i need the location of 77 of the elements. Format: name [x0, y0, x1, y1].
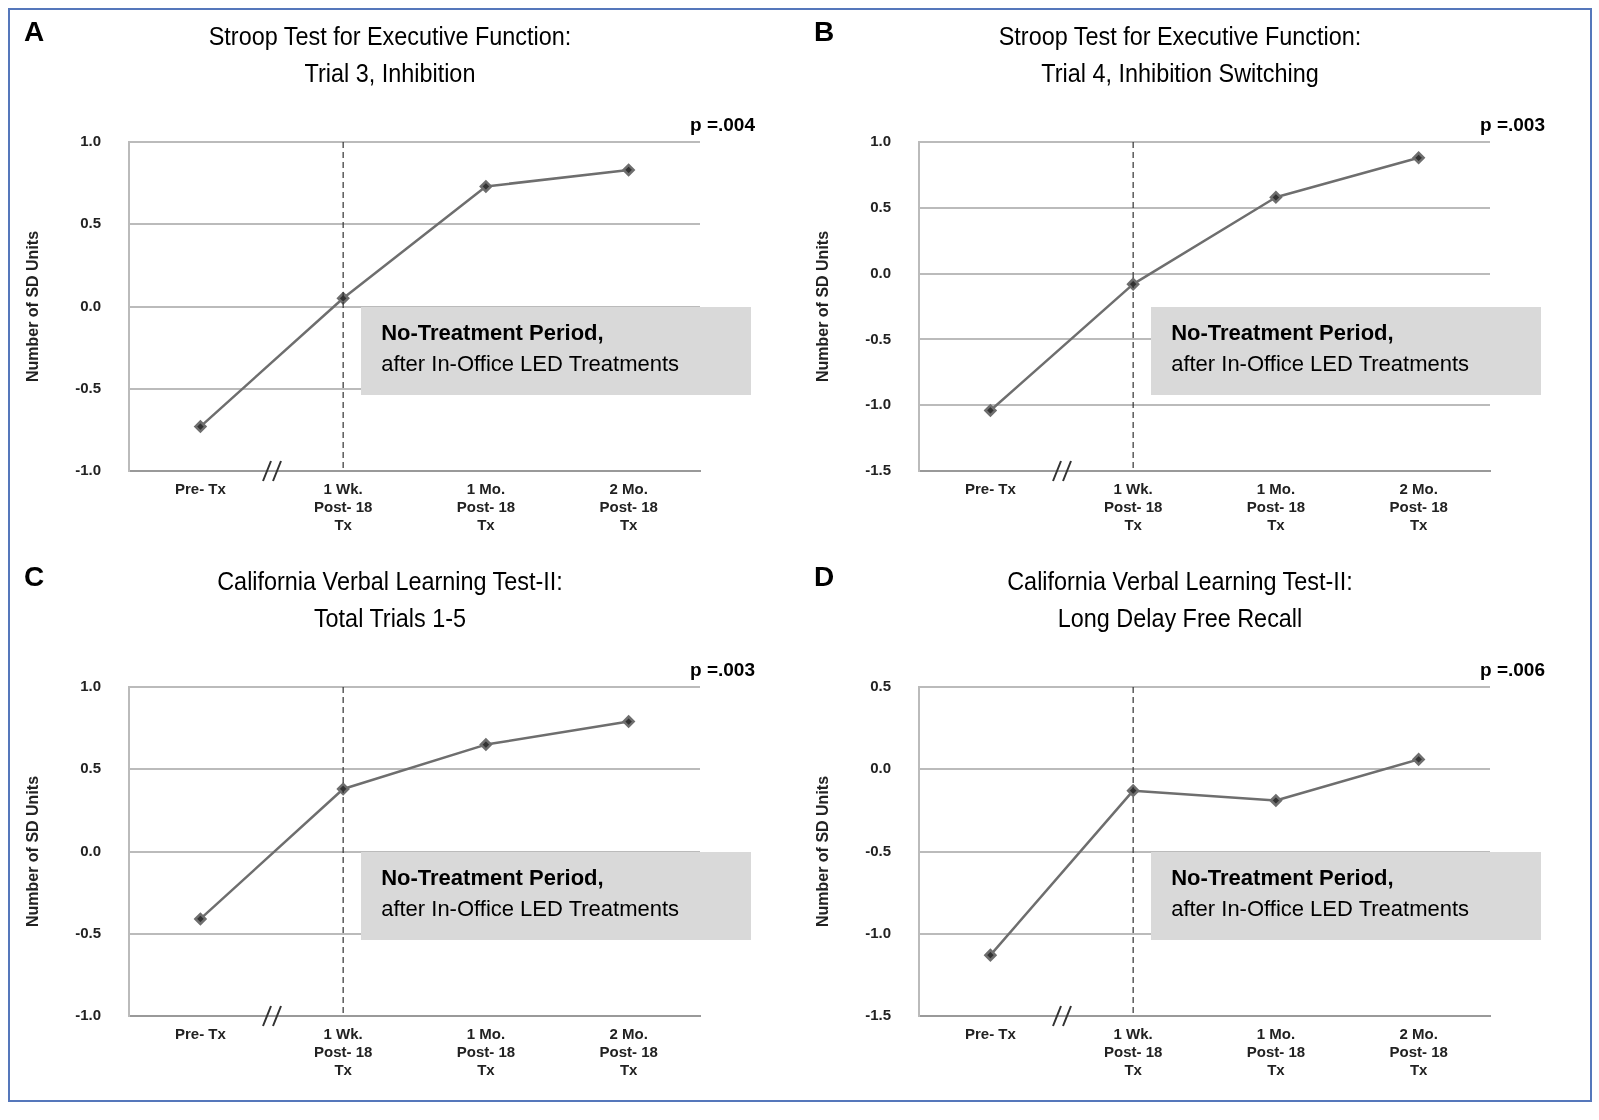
y-tick-label: 0.5 — [870, 197, 892, 215]
text: C — [24, 561, 45, 593]
annotation: after In-Office LED Treatments — [381, 350, 680, 376]
y-tick-label: 1.0 — [870, 132, 892, 150]
x-tick-label: 2 Mo. Post- 18 Tx — [1389, 480, 1448, 534]
y-axis-title: Number of SD Units — [814, 230, 832, 383]
y-tick-label: 1.0 — [80, 132, 102, 150]
y-tick-label: 0.5 — [80, 759, 102, 777]
point — [479, 738, 493, 751]
x-tick-label: Pre- Tx — [174, 480, 227, 498]
x-tick-label: Pre- Tx — [174, 1025, 227, 1043]
point — [1126, 277, 1140, 291]
annotation: after In-Office LED Treatments — [1171, 895, 1470, 921]
annotation: No-Treatment Period, — [1171, 864, 1394, 890]
y-tick-label: -0.5 — [75, 378, 102, 396]
y-axis-title: Number of SD Units — [814, 775, 832, 928]
text: p =.006 — [1480, 659, 1545, 681]
x-tick-label: 2 Mo. Post- 18 Tx — [599, 480, 658, 534]
y-tick-label: -0.5 — [865, 329, 892, 347]
y-tick-label: 0.0 — [80, 296, 102, 314]
point — [1412, 753, 1425, 766]
point — [194, 420, 207, 433]
point — [194, 912, 207, 926]
y-tick-label: -1.5 — [865, 1006, 892, 1024]
point — [479, 180, 493, 193]
x-tick-label: 1 Mo. Post- 18 Tx — [1246, 480, 1306, 534]
annotation: No-Treatment Period, — [1171, 319, 1394, 345]
text: p =.003 — [690, 659, 755, 681]
x-tick-label: Pre- Tx — [964, 480, 1017, 498]
y-tick-label: -1.0 — [75, 461, 102, 479]
x-tick-label: 2 Mo. Post- 18 Tx — [599, 1025, 658, 1079]
point — [984, 404, 997, 417]
y-tick-label: 0.0 — [870, 759, 892, 777]
x-tick-label: 1 Wk. Post- 18 Tx — [313, 1025, 373, 1079]
text: A — [24, 16, 45, 48]
x-tick-label: 2 Mo. Post- 18 Tx — [1389, 1025, 1448, 1079]
text: D — [814, 561, 835, 593]
point — [984, 948, 997, 962]
annotation: No-Treatment Period, — [381, 864, 604, 890]
y-tick-label: -0.5 — [75, 923, 102, 941]
y-tick-label: -1.0 — [75, 1006, 102, 1024]
x-tick-label: 1 Mo. Post- 18 Tx — [1246, 1025, 1306, 1079]
x-tick-label: 1 Wk. Post- 18 Tx — [1103, 480, 1163, 534]
x-tick-label: Pre- Tx — [964, 1025, 1017, 1043]
y-tick-label: -1.5 — [865, 461, 892, 479]
point — [622, 163, 635, 177]
y-tick-label: -1.0 — [865, 395, 892, 413]
y-tick-label: -0.5 — [865, 841, 892, 859]
y-axis-title: Number of SD Units — [24, 230, 42, 383]
x-tick-label: 1 Wk. Post- 18 Tx — [1103, 1025, 1163, 1079]
y-tick-label: -1.0 — [865, 923, 892, 941]
point — [1412, 151, 1425, 165]
y-axis-title: Number of SD Units — [24, 775, 42, 928]
y-tick-label: 0.5 — [870, 677, 892, 695]
point — [1126, 784, 1140, 797]
annotation: after In-Office LED Treatments — [1171, 350, 1470, 376]
chart-title: California Verbal Learning Test-II: Total Trials 1-5 — [216, 565, 564, 635]
annotation: No-Treatment Period, — [381, 319, 604, 345]
y-tick-label: 0.0 — [870, 263, 892, 281]
x-tick-label: 1 Mo. Post- 18 Tx — [456, 480, 516, 534]
point — [1269, 191, 1283, 204]
y-tick-label: 0.0 — [80, 841, 102, 859]
point — [336, 782, 350, 796]
annotation: after In-Office LED Treatments — [381, 895, 680, 921]
x-tick-label: 1 Mo. Post- 18 Tx — [456, 1025, 516, 1079]
chart-title: Stroop Test for Executive Function: Trial 4, Inhibition Switching — [997, 20, 1363, 90]
point — [336, 292, 350, 305]
text: p =.004 — [690, 114, 755, 136]
point — [622, 715, 635, 728]
point — [1269, 794, 1283, 807]
x-tick-label: 1 Wk. Post- 18 Tx — [313, 480, 373, 534]
y-tick-label: 1.0 — [80, 677, 102, 695]
chart-title: Stroop Test for Executive Function: Trial 3, Inhibition — [207, 20, 573, 90]
y-tick-label: 0.5 — [80, 214, 102, 232]
text: p =.003 — [1480, 114, 1545, 136]
chart-title: California Verbal Learning Test-II: Long Delay Free Recall — [1006, 565, 1354, 635]
text: B — [814, 16, 835, 48]
